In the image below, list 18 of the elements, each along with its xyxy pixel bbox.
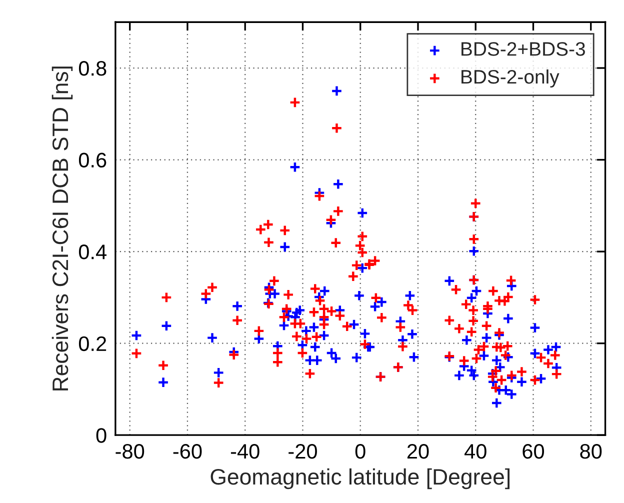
x-tick-label: 40 (464, 444, 486, 459)
x-tick-label: -60 (173, 444, 202, 459)
y-tick-label: 0.8 (78, 61, 106, 76)
y-axis-title: Receivers C2I-C6I DCB STD [ns] (52, 66, 73, 390)
x-tick-label: -40 (230, 444, 260, 459)
x-tick-label: -80 (116, 444, 144, 459)
x-tick-label: 80 (580, 444, 602, 459)
legend-label: BDS-2+BDS-3 (462, 42, 585, 56)
x-tick-label: 20 (407, 444, 429, 459)
y-tick-label: 0 (96, 428, 106, 443)
legend-label: BDS-2-only (462, 69, 560, 88)
x-tick-label: 0 (355, 444, 366, 459)
x-tick-label: 60 (522, 444, 544, 459)
x-tick-label: -20 (288, 444, 317, 459)
y-tick-label: 0.4 (78, 244, 106, 260)
y-tick-label: 0.6 (78, 152, 106, 168)
y-tick-label: 0.2 (78, 336, 106, 352)
x-axis-title: Geomagnetic latitude [Degree] (210, 468, 510, 490)
